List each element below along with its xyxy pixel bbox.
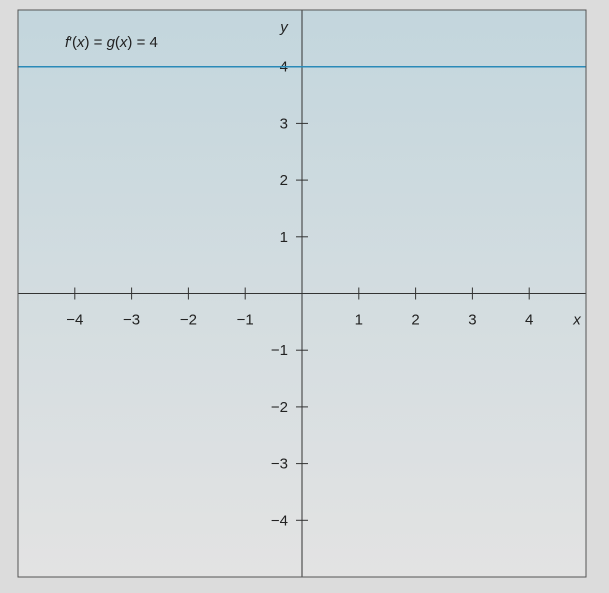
y-tick-label: −3 <box>271 456 288 473</box>
y-tick-label: −1 <box>271 342 288 359</box>
series-label-part: g <box>107 34 116 51</box>
x-tick-label: −2 <box>180 312 197 329</box>
x-axis-label: x <box>572 312 581 329</box>
x-tick-label: 4 <box>525 312 533 329</box>
y-tick-label: 3 <box>280 115 288 132</box>
series-label-part: x <box>76 34 85 51</box>
plot-frame <box>17 9 587 578</box>
y-tick-label: 2 <box>280 172 288 189</box>
x-tick-label: −4 <box>66 312 83 329</box>
x-tick-label: 1 <box>355 312 363 329</box>
series-label-part: f <box>65 34 71 51</box>
x-tick-label: −3 <box>123 312 140 329</box>
series-label-part: ( <box>115 34 120 51</box>
series-label-part: ) = 4 <box>127 34 157 51</box>
series-label: f′(x) = g(x) = 4 <box>65 34 158 51</box>
x-tick-label: 2 <box>411 312 419 329</box>
x-tick-label: −1 <box>237 312 254 329</box>
y-axis-label: y <box>279 19 289 36</box>
x-tick-label: 3 <box>468 312 476 329</box>
series-label-part: ′( <box>69 34 77 51</box>
y-tick-label: 1 <box>280 229 288 246</box>
series-label-part: x <box>119 34 128 51</box>
series-label-part: ) = <box>84 34 106 51</box>
y-tick-label: −4 <box>271 512 288 529</box>
y-tick-label: −2 <box>271 399 288 416</box>
